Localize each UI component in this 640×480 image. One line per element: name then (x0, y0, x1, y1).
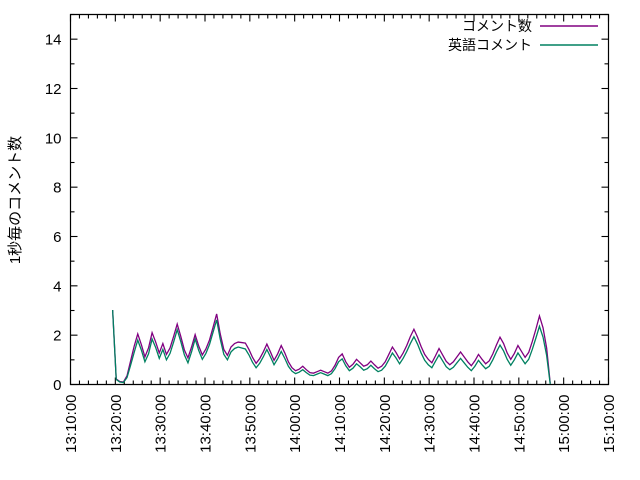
y-tick-label: 4 (53, 278, 61, 295)
x-tick-label: 13:20:00 (108, 395, 125, 453)
x-tick-label: 14:40:00 (467, 395, 484, 453)
y-tick-label: 6 (53, 229, 61, 246)
x-tick-label: 15:10:00 (601, 395, 618, 453)
x-tick-label: 14:20:00 (377, 395, 394, 453)
x-tick-label: 14:50:00 (511, 395, 528, 453)
y-axis-ticks (70, 13, 609, 386)
legend-label-0: コメント数 (462, 18, 532, 34)
y-tick-label: 10 (45, 130, 62, 147)
x-tick-label: 13:30:00 (153, 395, 170, 453)
legend-label-1: 英語コメント (448, 37, 532, 53)
x-tick-label: 15:00:00 (556, 395, 573, 453)
x-tick-label: 13:40:00 (198, 395, 215, 453)
series-line-1 (111, 309, 551, 385)
y-tick-label: 12 (45, 81, 62, 98)
y-tick-label: 0 (53, 377, 61, 394)
plot-frame-border (69, 13, 610, 386)
y-tick-label: 14 (45, 32, 62, 49)
x-tick-label: 13:50:00 (242, 395, 259, 453)
y-tick-label: 8 (53, 180, 61, 197)
x-axis-ticks (69, 14, 610, 385)
y-axis-title: 1秒毎のコメント数 (7, 136, 24, 264)
x-tick-label: 14:30:00 (422, 395, 439, 453)
x-axis-tick-labels: 13:10:00 13:20:00 13:30:00 13:40:00 13:50:00… (63, 395, 618, 453)
y-tick-label: 2 (53, 328, 61, 345)
x-tick-label: 14:10:00 (332, 395, 349, 453)
series-line-0 (111, 309, 551, 384)
data-series-group (111, 309, 551, 385)
x-tick-label: 14:00:00 (287, 395, 304, 453)
y-axis-tick-labels: 0 2 4 6 8 10 12 14 (45, 32, 62, 394)
x-tick-label: 13:10:00 (63, 395, 80, 453)
